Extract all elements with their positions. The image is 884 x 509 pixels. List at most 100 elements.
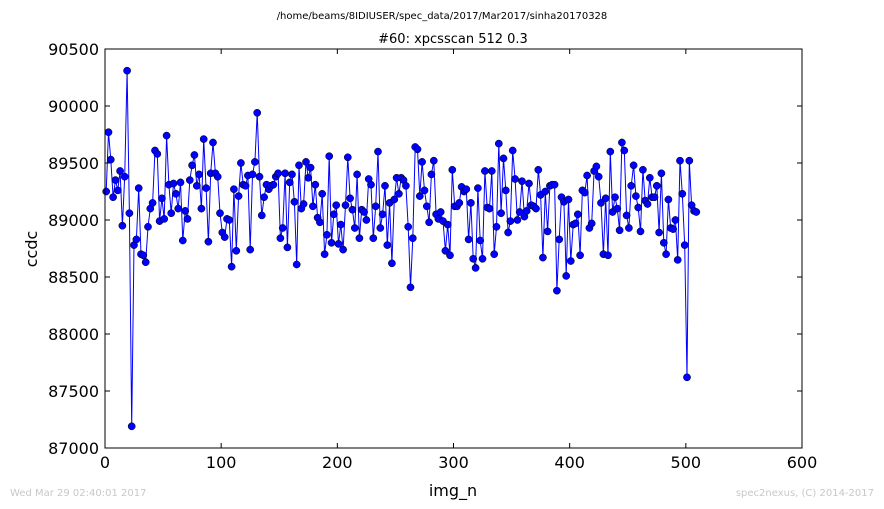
data-point: [683, 373, 691, 382]
data-point: [562, 272, 571, 280]
data-point: [692, 208, 701, 216]
data-point: [341, 201, 350, 210]
data-point: [550, 180, 559, 189]
data-point: [464, 235, 473, 244]
y-tick-label: 88000: [48, 325, 99, 344]
data-point: [181, 207, 190, 215]
data-point: [639, 165, 647, 174]
data-point: [127, 422, 136, 431]
x-tick-label: 300: [438, 453, 469, 472]
data-point: [636, 227, 645, 236]
data-point: [404, 222, 413, 231]
data-point: [511, 175, 519, 183]
data-point: [316, 218, 324, 227]
data-point: [597, 199, 605, 207]
data-point: [390, 195, 399, 204]
data-point: [429, 156, 438, 165]
data-point: [522, 207, 531, 215]
data-point: [141, 258, 150, 267]
data-point: [167, 209, 176, 218]
data-point: [158, 194, 166, 203]
data-point: [371, 202, 380, 211]
data-point: [213, 172, 222, 181]
data-point: [406, 283, 415, 292]
axes-layer: 0 100 200 300 400 500 600 87000 87500 88000 88500 8…: [48, 40, 817, 472]
data-point: [436, 208, 445, 216]
data-point: [311, 180, 320, 189]
data-point: [288, 170, 296, 179]
data-point: [346, 194, 354, 203]
data-point: [422, 202, 431, 211]
data-point: [134, 184, 143, 192]
data-point: [673, 256, 682, 264]
data-point: [664, 195, 673, 204]
data-point: [202, 184, 210, 192]
data-point: [304, 173, 313, 182]
data-point: [620, 146, 629, 155]
data-point: [678, 189, 687, 198]
data-point: [408, 234, 417, 243]
data-point: [367, 180, 375, 189]
data-point: [176, 178, 185, 187]
chart-title: #60: xpcsscan 512 0.3: [378, 32, 528, 47]
data-point: [611, 193, 619, 202]
data-point: [652, 181, 661, 190]
data-point: [230, 185, 238, 194]
data-point: [655, 228, 663, 237]
data-point: [309, 202, 317, 211]
data-point: [290, 197, 299, 206]
data-point: [209, 138, 217, 147]
data-point: [376, 224, 385, 232]
data-point: [332, 201, 341, 210]
y-tick-label: 88500: [48, 268, 99, 287]
data-point: [534, 165, 543, 174]
data-point: [469, 254, 478, 263]
data-point: [237, 159, 245, 167]
data-point: [532, 204, 540, 213]
data-point: [441, 246, 450, 255]
data-point: [323, 230, 331, 239]
data-point: [615, 226, 624, 235]
data-point: [462, 185, 471, 194]
y-tick-label: 89500: [48, 154, 99, 173]
data-point: [120, 172, 129, 181]
data-point: [518, 177, 526, 186]
data-point: [504, 228, 512, 237]
data-point: [583, 171, 591, 180]
data-point: [225, 216, 234, 224]
data-point: [350, 224, 359, 232]
data-point: [197, 204, 206, 213]
data-point: [425, 218, 433, 227]
data-point: [306, 163, 315, 172]
data-point: [169, 179, 178, 188]
data-point: [555, 235, 564, 244]
x-tick-label: 100: [206, 453, 237, 472]
x-tick-label: 400: [554, 453, 585, 472]
x-tick-label: 600: [787, 453, 818, 472]
data-point: [415, 192, 424, 200]
data-point: [643, 200, 652, 208]
data-point: [355, 234, 364, 243]
data-point: [476, 236, 485, 245]
data-point: [501, 186, 510, 195]
x-tick-label: 500: [671, 453, 702, 472]
x-tick-label: 200: [322, 453, 353, 472]
data-point: [492, 222, 501, 231]
data-point: [455, 199, 464, 207]
data-point: [241, 181, 250, 190]
data-point: [334, 240, 343, 248]
data-point: [148, 199, 157, 207]
data-point: [594, 172, 603, 181]
data-point: [606, 147, 615, 156]
data-point: [190, 151, 199, 159]
data-point: [269, 180, 278, 189]
y-tick-label: 90500: [48, 40, 99, 59]
data-point: [295, 161, 303, 170]
data-point: [320, 250, 329, 259]
data-point: [220, 233, 229, 241]
data-point: [232, 246, 241, 255]
data-point: [669, 225, 677, 233]
data-point: [253, 108, 262, 117]
data-point: [195, 170, 203, 179]
data-point: [657, 169, 666, 178]
